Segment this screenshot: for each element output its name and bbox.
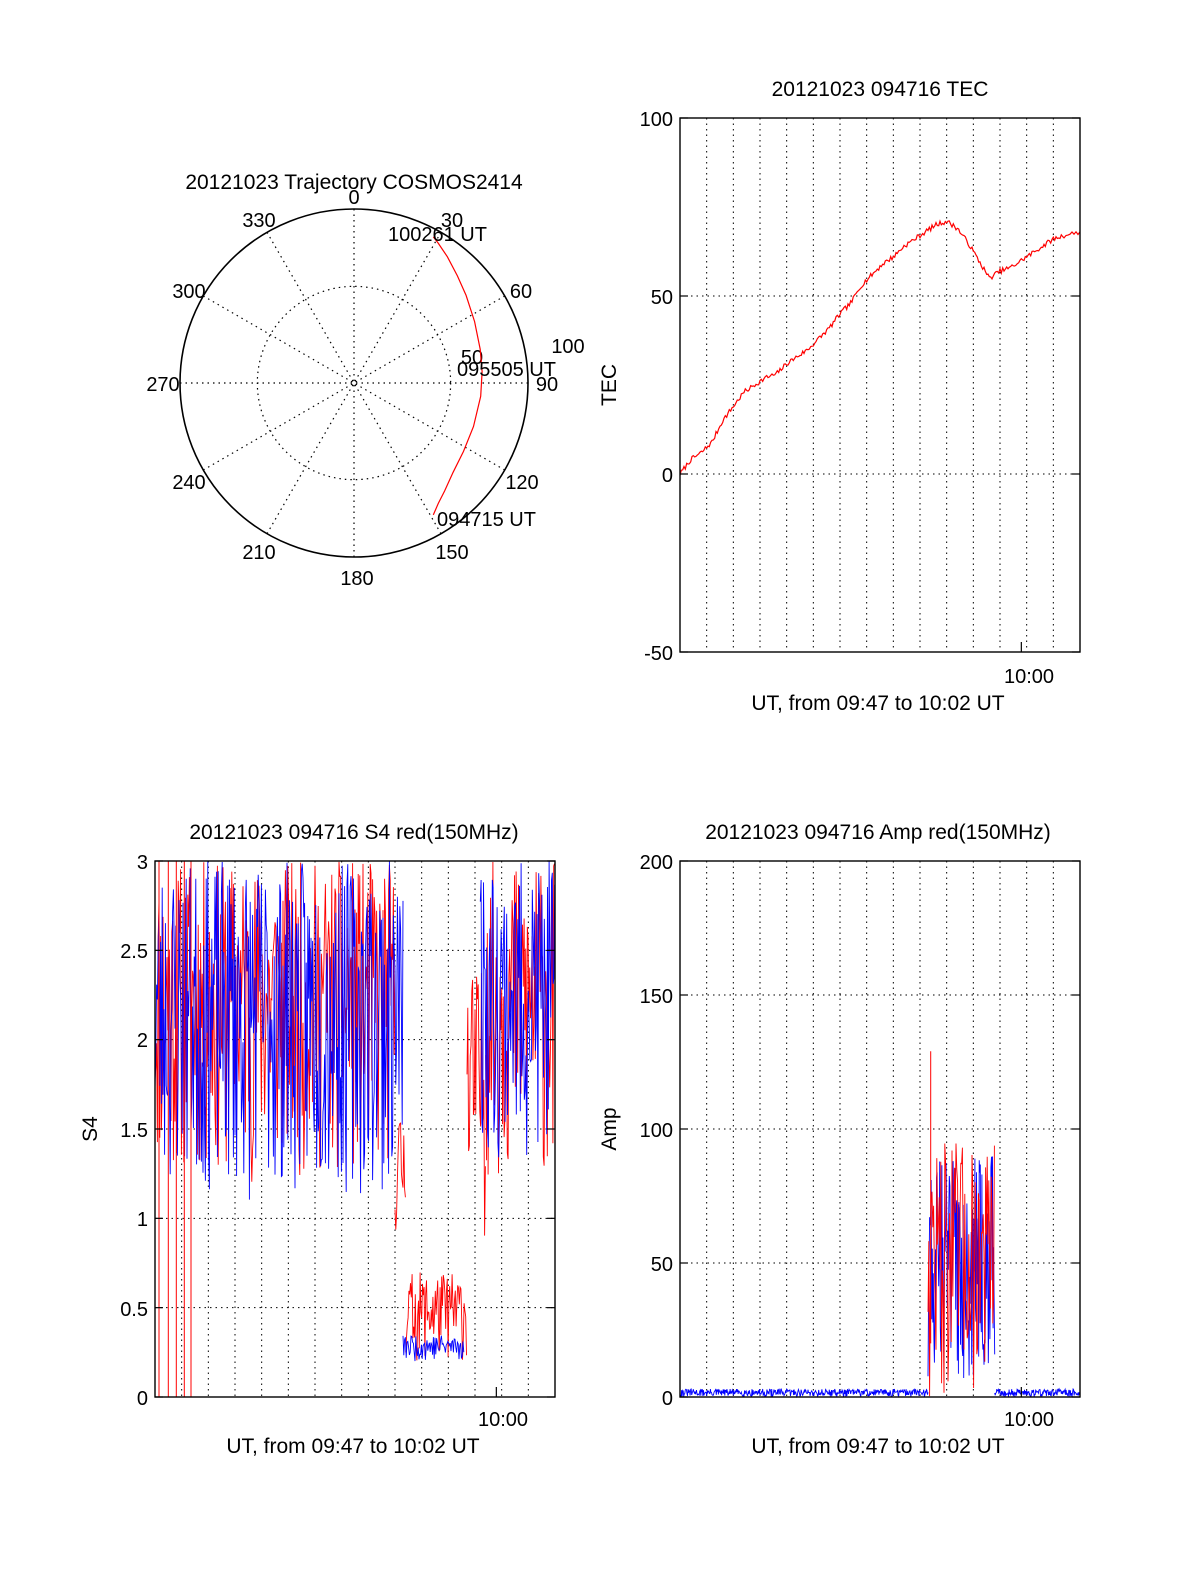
azimuth-label: 0 bbox=[348, 187, 359, 209]
amp-xtick-label: 10:00 bbox=[1004, 1409, 1054, 1431]
tec-axis-ticks bbox=[680, 117, 1080, 653]
s4-ytick-label: 1 bbox=[137, 1209, 148, 1231]
s4-xtick-label: 10:00 bbox=[478, 1409, 528, 1431]
amp-xlabel: UT, from 09:47 to 10:02 UT bbox=[751, 1435, 1004, 1458]
trajectory-polar-chart: 20121023 Trajectory COSMOS2414 0 30 60 9… bbox=[146, 171, 584, 590]
polar-title: 20121023 Trajectory COSMOS2414 bbox=[185, 171, 523, 194]
trajectory-start-time-label: 094715 UT bbox=[437, 509, 536, 531]
amp-series-blue bbox=[679, 1156, 1081, 1399]
s4-ytick-label: 2 bbox=[137, 1030, 148, 1052]
azimuth-label: 210 bbox=[242, 542, 275, 564]
azimuth-label: 60 bbox=[510, 281, 532, 303]
radius-label: 100 bbox=[551, 336, 584, 358]
amp-title: 20121023 094716 Amp red(150MHz) bbox=[705, 821, 1051, 844]
amp-chart: 20121023 094716 Amp red(150MHz) 200 150 … bbox=[598, 821, 1081, 1458]
tec-chart: 20121023 094716 TEC 100 50 0 -50 10:00 U… bbox=[598, 78, 1081, 715]
s4-ylabel: S4 bbox=[79, 1116, 102, 1142]
amp-axis-ticks bbox=[680, 860, 1080, 1398]
tec-series-red bbox=[679, 219, 1081, 476]
tec-ytick-label: -50 bbox=[644, 643, 673, 665]
tec-ytick-label: 0 bbox=[662, 465, 673, 487]
azimuth-label: 270 bbox=[146, 374, 179, 396]
s4-ytick-label: 0 bbox=[137, 1388, 148, 1410]
s4-axis-ticks bbox=[155, 860, 555, 1398]
tec-xlabel: UT, from 09:47 to 10:02 UT bbox=[751, 692, 1004, 715]
tec-ylabel: TEC bbox=[598, 364, 621, 406]
amp-series-red bbox=[927, 1143, 995, 1397]
azimuth-label: 120 bbox=[505, 472, 538, 494]
tec-ytick-label: 50 bbox=[651, 287, 673, 309]
s4-ytick-label: 3 bbox=[137, 852, 148, 874]
s4-title: 20121023 094716 S4 red(150MHz) bbox=[189, 821, 518, 844]
s4-series-blue bbox=[154, 861, 556, 1362]
s4-series-red bbox=[154, 861, 555, 1361]
azimuth-label: 330 bbox=[242, 210, 275, 232]
trajectory-track bbox=[432, 236, 483, 516]
trajectory-mid-time-label: 095505 UT bbox=[457, 359, 556, 381]
s4-chart: 20121023 094716 S4 red(150MHz) 3 2.5 2 1… bbox=[79, 821, 556, 1458]
s4-ytick-label: 0.5 bbox=[120, 1299, 148, 1321]
amp-ytick-label: 200 bbox=[640, 852, 673, 874]
tec-grid bbox=[680, 118, 1080, 652]
s4-ytick-label: 2.5 bbox=[120, 941, 148, 963]
tec-title: 20121023 094716 TEC bbox=[772, 78, 989, 101]
azimuth-label: 150 bbox=[435, 542, 468, 564]
s4-ytick-label: 1.5 bbox=[120, 1120, 148, 1142]
trajectory-end-time-label: 100261 UT bbox=[388, 224, 487, 246]
radius-label: 50 bbox=[461, 347, 483, 369]
polar-outer-ring bbox=[179, 208, 529, 558]
azimuth-label: 90 bbox=[536, 374, 558, 396]
azimuth-label: 240 bbox=[172, 472, 205, 494]
azimuth-label: 300 bbox=[172, 281, 205, 303]
tec-ytick-label: 100 bbox=[640, 109, 673, 131]
amp-ylabel: Amp bbox=[598, 1107, 621, 1150]
polar-grid bbox=[180, 209, 528, 557]
azimuth-label: 30 bbox=[441, 210, 463, 232]
tec-xtick-label: 10:00 bbox=[1004, 666, 1054, 688]
amp-ytick-label: 0 bbox=[662, 1388, 673, 1410]
amp-ytick-label: 100 bbox=[640, 1120, 673, 1142]
azimuth-label: 180 bbox=[340, 568, 373, 590]
s4-xlabel: UT, from 09:47 to 10:02 UT bbox=[226, 1435, 479, 1458]
amp-ytick-label: 50 bbox=[651, 1254, 673, 1276]
polar-azimuth-labels: 0 30 60 90 120 150 180 210 240 270 300 3… bbox=[146, 187, 584, 590]
tec-plot-frame bbox=[679, 117, 1081, 653]
amp-ytick-label: 150 bbox=[640, 986, 673, 1008]
